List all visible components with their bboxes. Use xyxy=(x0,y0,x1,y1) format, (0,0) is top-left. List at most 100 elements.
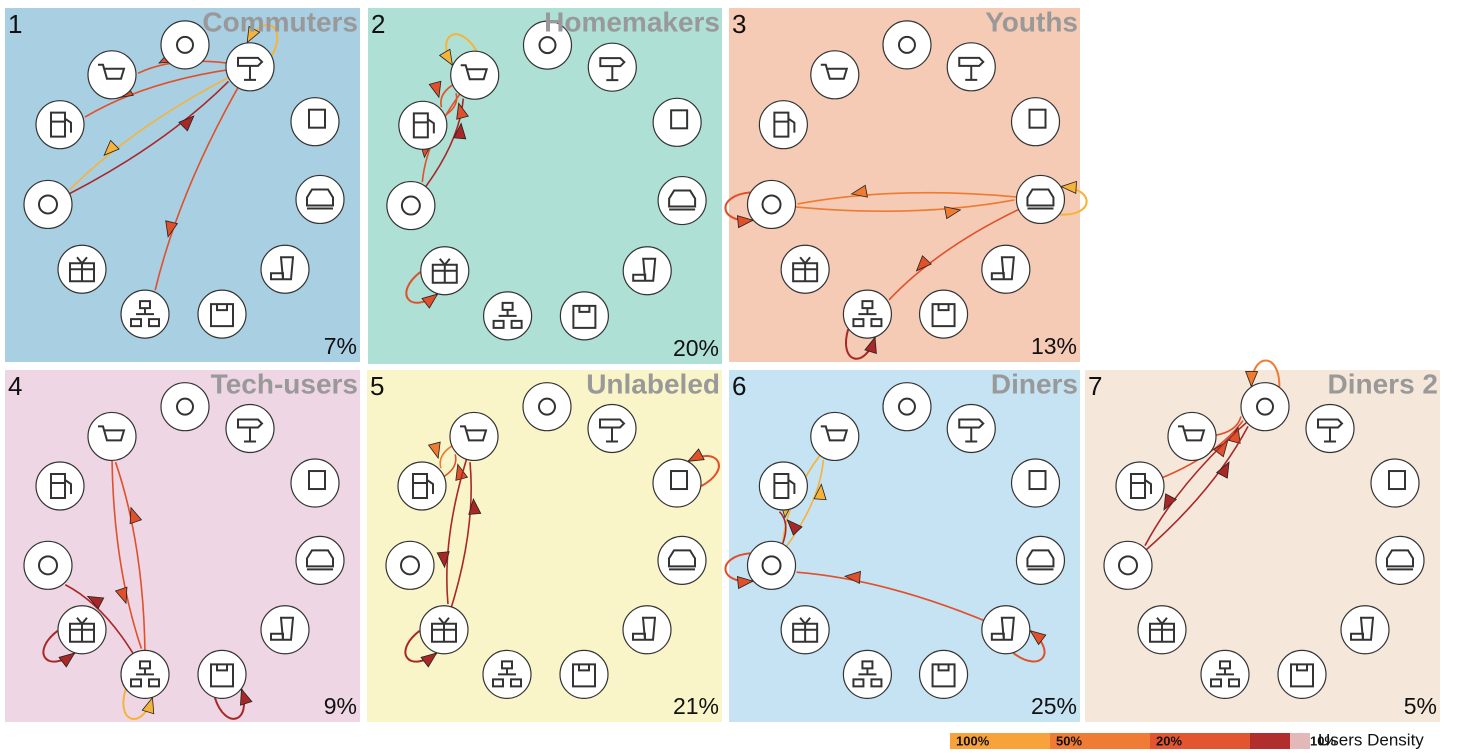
location-icon xyxy=(397,461,447,511)
icon-glyph xyxy=(492,301,523,329)
icon-glyph xyxy=(492,660,522,688)
icon-glyph xyxy=(38,555,58,576)
icon-glyph xyxy=(1026,188,1055,210)
icon-glyph xyxy=(668,189,697,211)
icon-glyph xyxy=(599,418,626,443)
icon-glyph xyxy=(538,36,557,55)
icon-glyph xyxy=(400,555,420,576)
arrowhead xyxy=(141,696,155,715)
icon-glyph xyxy=(130,660,160,688)
location-icon xyxy=(450,50,500,100)
icon-glyph xyxy=(931,663,956,688)
location-icon xyxy=(23,540,73,590)
arrowhead xyxy=(246,25,261,44)
arrowhead xyxy=(240,688,253,706)
icon-glyph xyxy=(1388,470,1406,491)
panel-number: 2 xyxy=(371,9,385,39)
location-icon xyxy=(746,540,797,590)
legend-label: 10% xyxy=(1310,733,1336,748)
icon-glyph xyxy=(1130,473,1152,500)
location-icon xyxy=(449,411,499,462)
location-icon xyxy=(160,20,210,70)
panel-label: Youths xyxy=(985,6,1078,37)
icon-glyph xyxy=(50,473,72,500)
panel: 2 Homemakers 20% xyxy=(368,6,722,364)
location-icon xyxy=(295,174,345,225)
panel: 5 Unlabeled 21% xyxy=(367,368,722,722)
arrowhead xyxy=(915,255,932,272)
panel: 3 Youths 13% xyxy=(724,6,1088,362)
panel-number: 7 xyxy=(1088,371,1102,401)
arrowhead xyxy=(178,115,195,132)
location-icon xyxy=(260,605,310,655)
icon-glyph xyxy=(431,617,457,643)
location-icon xyxy=(1015,174,1066,225)
icon-glyph xyxy=(1149,617,1175,643)
icon-glyph xyxy=(668,549,696,571)
legend-bar xyxy=(1050,733,1150,749)
icon-glyph xyxy=(1028,108,1047,129)
location-icon xyxy=(35,100,85,150)
location-icon xyxy=(260,244,310,294)
location-icon xyxy=(290,97,340,147)
transition-edge xyxy=(771,199,1015,213)
icon-glyph xyxy=(958,56,985,81)
arrowhead xyxy=(1029,630,1047,646)
location-icon xyxy=(810,50,860,100)
panel-label: Commuters xyxy=(202,6,358,37)
icon-glyph xyxy=(670,109,689,130)
panel-share: 9% xyxy=(324,693,357,719)
arrowhead xyxy=(850,184,868,198)
location-icon xyxy=(657,175,707,226)
icon-glyph xyxy=(1178,425,1206,442)
arrowhead xyxy=(736,215,754,229)
icon-glyph xyxy=(98,63,126,80)
panel-label: Tech-users xyxy=(211,368,358,399)
arrowhead xyxy=(944,206,962,220)
icon-glyph xyxy=(1028,470,1047,491)
legend-label: 50% xyxy=(1056,733,1082,748)
panel-label: Unlabeled xyxy=(586,368,720,399)
icon-glyph xyxy=(1210,660,1240,688)
icon-glyph xyxy=(69,617,95,643)
location-icon xyxy=(197,289,247,339)
panel-share: 7% xyxy=(324,333,357,359)
icon-glyph xyxy=(412,473,434,500)
location-icon xyxy=(918,649,969,700)
panel: 7 Diners 2 5% xyxy=(1085,359,1440,722)
location-icon xyxy=(1375,535,1425,585)
transition-edge xyxy=(114,461,146,675)
arrowhead xyxy=(129,506,143,525)
location-icon xyxy=(882,382,932,432)
location-icon xyxy=(652,458,702,508)
icon-glyph xyxy=(270,256,295,281)
location-icon xyxy=(981,605,1031,655)
icon-glyph xyxy=(1317,418,1344,443)
icon-glyph xyxy=(460,425,488,442)
legend-bar xyxy=(1290,733,1310,749)
location-icon xyxy=(295,535,345,585)
icon-glyph xyxy=(130,300,160,328)
arrowhead xyxy=(843,570,861,585)
location-icon xyxy=(385,540,435,590)
icon-glyph xyxy=(210,303,234,328)
arrowhead xyxy=(813,483,827,501)
arrowhead xyxy=(687,448,705,462)
arrowhead xyxy=(864,336,877,354)
icon-glyph xyxy=(1118,555,1138,576)
panel-label: Homemakers xyxy=(544,6,720,37)
icon-glyph xyxy=(599,57,626,82)
icon-glyph xyxy=(990,256,1015,281)
icon-glyph xyxy=(773,473,796,500)
location-icon xyxy=(657,535,707,585)
arrowhead xyxy=(1245,370,1259,388)
arrowhead xyxy=(436,551,450,569)
location-icon xyxy=(981,244,1031,294)
icon-glyph xyxy=(306,549,334,571)
icon-glyph xyxy=(792,256,819,283)
icon-glyph xyxy=(308,108,326,129)
icon-glyph xyxy=(897,397,916,416)
location-icon xyxy=(1103,540,1153,590)
location-icon xyxy=(622,246,672,296)
icon-glyph xyxy=(308,470,326,491)
